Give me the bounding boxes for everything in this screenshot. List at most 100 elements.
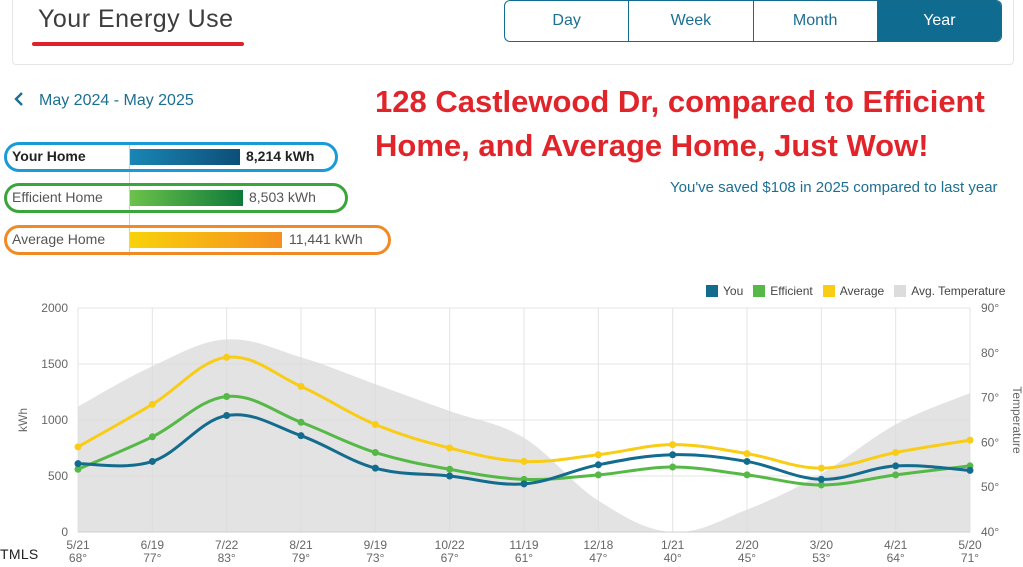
comparison-bar <box>130 232 282 248</box>
x-tick-label: 11/19 <box>509 538 538 552</box>
x-temperature-label: 73° <box>366 551 384 565</box>
data-point-average <box>148 400 156 408</box>
legend-label: You <box>723 284 744 298</box>
legend-item-efficient[interactable]: Efficient <box>753 284 813 298</box>
energy-usage-chart: 0 500 1000 1500 2000 40° 50° 60° 70° 80° 90° 5/2168… <box>16 301 1023 565</box>
legend-swatch <box>894 285 907 297</box>
y2-tick-label: 70° <box>981 391 999 405</box>
comparison-row-efficient-home: Efficient Home 8,503 kWh <box>0 183 400 213</box>
tab-day[interactable]: Day <box>505 1 630 41</box>
highlight-frame <box>4 225 391 255</box>
x-temperature-label: 68° <box>69 551 87 565</box>
y-tick-label: 1000 <box>41 413 68 427</box>
legend-swatch <box>822 285 835 297</box>
comparison-row-your-home: Your Home 8,214 kWh <box>0 142 400 172</box>
x-temperature-label: 83° <box>218 551 236 565</box>
comparison-row-average-home: Average Home 11,441 kWh <box>0 225 400 255</box>
legend-item-you[interactable]: You <box>706 284 743 298</box>
comparison-value: 11,441 kWh <box>289 231 363 247</box>
data-point-you <box>223 412 231 420</box>
tab-month[interactable]: Month <box>754 1 878 41</box>
y2-tick-label: 40° <box>981 525 999 539</box>
comparison-value: 8,214 kWh <box>246 148 315 164</box>
x-tick-label: 2/20 <box>735 538 759 552</box>
data-point-average <box>371 420 379 428</box>
y-tick-label: 500 <box>48 469 68 483</box>
legend-item-temperature[interactable]: Avg. Temperature <box>894 284 1005 298</box>
data-point-you <box>892 462 900 470</box>
data-point-you <box>817 475 825 483</box>
x-tick-label: 6/19 <box>141 538 165 552</box>
tab-year[interactable]: Year <box>877 1 1001 41</box>
data-point-average <box>446 444 454 452</box>
x-temperature-label: 79° <box>292 551 310 565</box>
x-temperature-label: 64° <box>887 551 905 565</box>
x-tick-label: 12/18 <box>583 538 613 552</box>
data-point-efficient <box>371 448 379 456</box>
data-point-average <box>892 448 900 456</box>
x-tick-label: 1/21 <box>661 538 685 552</box>
data-point-average <box>669 441 677 449</box>
comparison-divider <box>129 144 130 256</box>
header-card <box>12 0 1014 65</box>
data-point-efficient <box>446 465 454 473</box>
y-tick-label: 0 <box>61 525 68 539</box>
data-point-average <box>966 436 974 444</box>
comparison-bar <box>130 190 243 206</box>
tab-week[interactable]: Week <box>629 1 754 41</box>
x-temperature-label: 61° <box>515 551 533 565</box>
data-point-average <box>74 443 82 451</box>
data-point-efficient <box>594 471 602 479</box>
y2-tick-label: 50° <box>981 480 999 494</box>
chevron-left-icon[interactable] <box>12 90 26 113</box>
data-point-you <box>743 457 751 465</box>
y2-tick-label: 80° <box>981 346 999 360</box>
x-tick-label: 7/22 <box>215 538 239 552</box>
y2-tick-label: 90° <box>981 301 999 315</box>
x-temperature-label: 77° <box>143 551 161 565</box>
highlight-frame <box>4 183 348 213</box>
data-point-average <box>594 451 602 459</box>
y2-axis-title: Temperature <box>1010 386 1023 454</box>
x-tick-label: 9/19 <box>364 538 388 552</box>
comparison-bar <box>130 149 240 165</box>
x-temperature-label: 67° <box>441 551 459 565</box>
legend-swatch <box>706 285 718 297</box>
y-tick-label: 1500 <box>41 357 68 371</box>
chart-legend: You Efficient Average Avg. Temperature <box>706 284 1015 298</box>
legend-label: Avg. Temperature <box>911 284 1006 298</box>
comparison-label: Efficient Home <box>12 189 103 205</box>
y2-tick-label: 60° <box>981 435 999 449</box>
mls-watermark: TMLS <box>0 546 39 562</box>
data-point-efficient <box>743 471 751 479</box>
data-point-efficient <box>817 481 825 489</box>
data-point-average <box>520 457 528 465</box>
data-point-average <box>297 382 305 390</box>
data-point-efficient <box>74 465 82 473</box>
x-tick-label: 10/22 <box>435 538 465 552</box>
data-point-you <box>74 460 82 468</box>
data-point-average <box>743 450 751 458</box>
headline-annotation: 128 Castlewood Dr, compared to Efficient… <box>375 84 985 163</box>
y-axis-title: kWh <box>16 408 30 432</box>
highlight-frame <box>4 142 338 172</box>
period-tabs: Day Week Month Year <box>504 0 1002 42</box>
x-tick-label: 4/21 <box>884 538 908 552</box>
legend-item-average[interactable]: Average <box>822 284 885 298</box>
data-point-you <box>594 461 602 469</box>
legend-label: Average <box>839 284 885 298</box>
data-point-efficient <box>669 463 677 471</box>
x-tick-label: 5/21 <box>66 538 90 552</box>
comparison-label: Your Home <box>12 148 86 164</box>
x-temperature-label: 71° <box>961 551 979 565</box>
date-range-label: May 2024 - May 2025 <box>39 92 194 109</box>
savings-message: You've saved $108 in 2025 compared to la… <box>670 179 998 196</box>
x-temperature-label: 53° <box>812 551 830 565</box>
data-point-you <box>371 464 379 472</box>
legend-swatch <box>753 285 766 297</box>
data-point-efficient <box>148 433 156 441</box>
data-point-efficient <box>223 392 231 400</box>
data-point-efficient <box>297 418 305 426</box>
x-temperature-label: 40° <box>664 551 682 565</box>
data-point-you <box>520 480 528 488</box>
